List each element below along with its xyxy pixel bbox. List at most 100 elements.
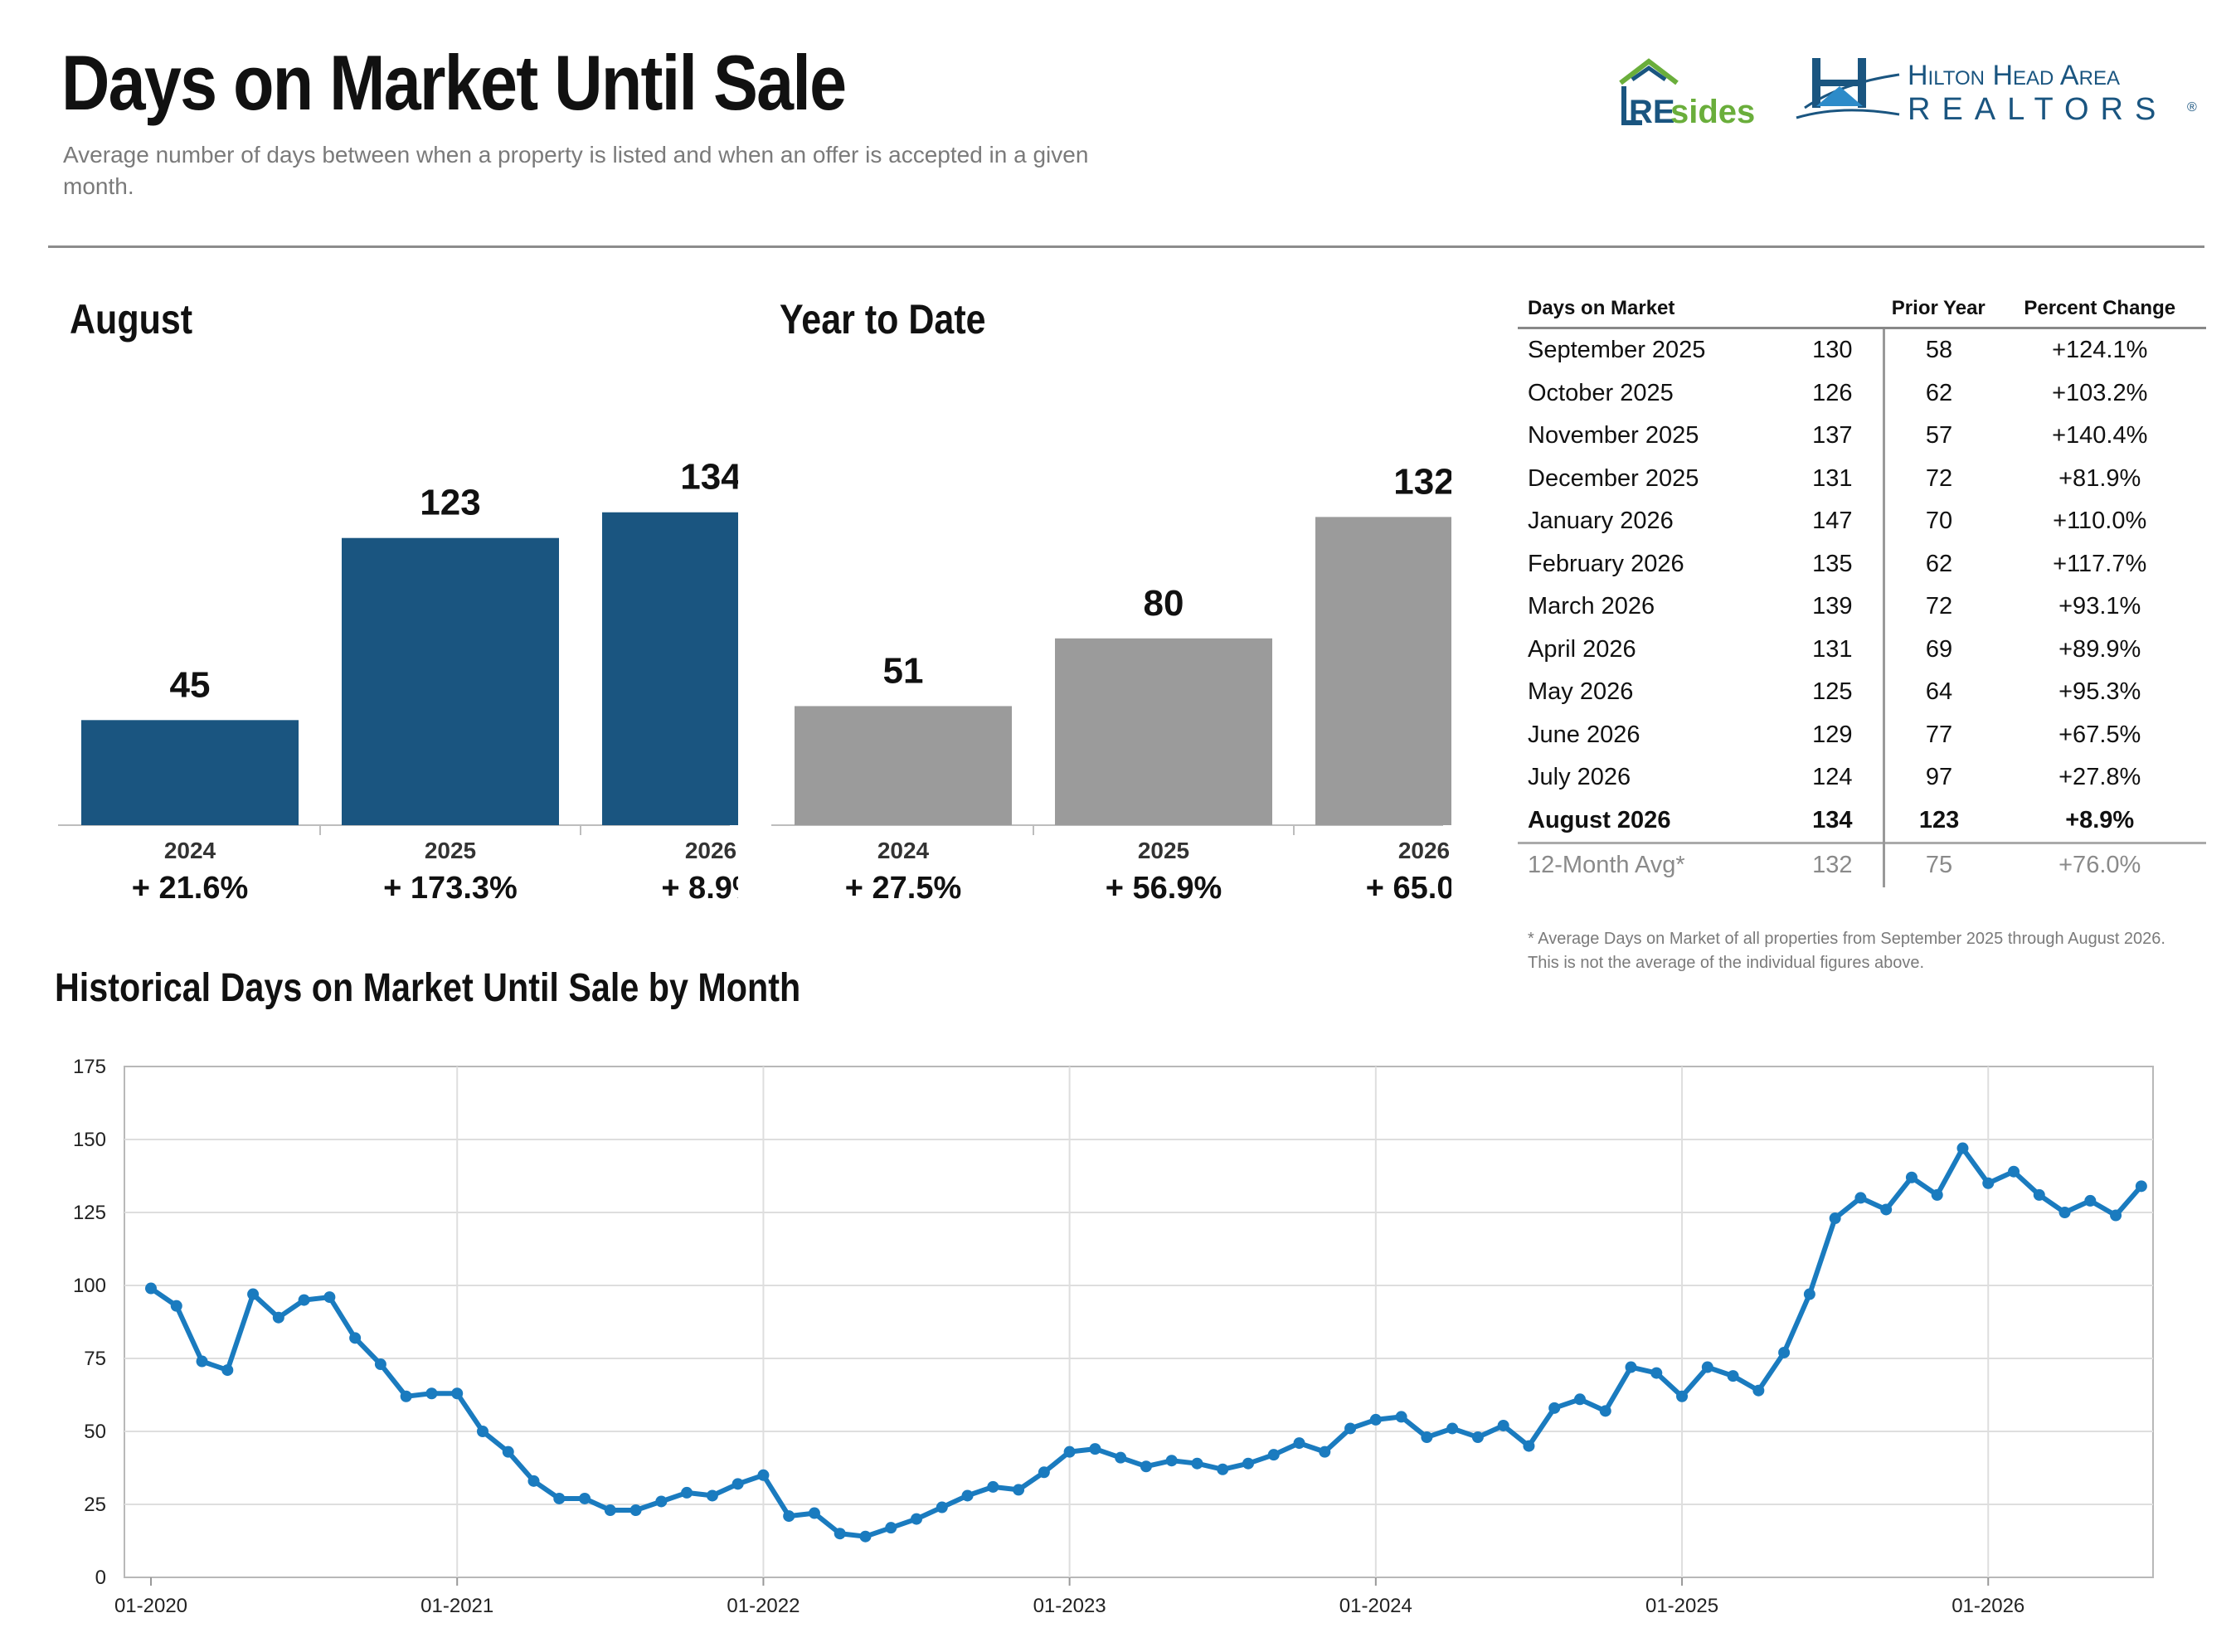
table-cell-change: +81.9%	[2058, 464, 2141, 492]
data-point	[1599, 1405, 1611, 1417]
table-cell-current: 130	[1781, 328, 1885, 372]
table-cell-change: +8.9%	[2065, 806, 2135, 833]
data-point	[425, 1387, 438, 1400]
data-point	[911, 1513, 923, 1525]
data-point	[272, 1311, 284, 1324]
table-cell-current: 125	[1781, 671, 1885, 714]
bar-change-label: + 8.9%	[661, 871, 738, 906]
table-cell-change: +67.5%	[2058, 721, 2141, 748]
data-point	[145, 1282, 157, 1295]
x-tick-label: 01-2023	[1033, 1595, 1106, 1617]
page-subtitle: Average number of days between when a pr…	[63, 142, 1089, 199]
table-cell-current: 135	[1781, 542, 1885, 585]
data-point	[1344, 1422, 1357, 1435]
table-cell-current: 131	[1781, 457, 1885, 500]
table-row: April 2026 131 69 +89.9%	[1518, 628, 2206, 671]
table-cell-current: 139	[1781, 585, 1885, 629]
data-point	[476, 1426, 488, 1437]
data-point	[1369, 1413, 1382, 1426]
data-point	[1267, 1449, 1280, 1461]
data-point	[400, 1390, 412, 1402]
logo-sides: sides	[1670, 94, 1755, 130]
data-point	[221, 1364, 234, 1377]
y-tick-label: 75	[84, 1348, 106, 1370]
table-cell-month: December 2025	[1528, 464, 1699, 492]
table-cell-current: 126	[1781, 372, 1885, 415]
table-cell-prior: 69	[1925, 635, 1953, 663]
table-row-12-month-average: 12-Month Avg* 132 75 +76.0%	[1518, 842, 2206, 887]
data-point	[1650, 1367, 1663, 1379]
table-cell-prior: 62	[1925, 550, 1953, 577]
y-tick-label: 125	[73, 1202, 106, 1224]
data-point	[1471, 1431, 1484, 1444]
table-cell-current: 131	[1781, 628, 1885, 671]
data-point	[885, 1522, 897, 1534]
table-cell-month: 12-Month Avg*	[1518, 842, 1782, 887]
data-point	[374, 1358, 386, 1371]
table-cell-prior: 72	[1925, 464, 1953, 492]
table-cell-month: July 2026	[1528, 764, 1631, 791]
y-tick-label: 25	[84, 1494, 106, 1516]
data-point	[1446, 1422, 1459, 1435]
table-cell-prior: 75	[1883, 842, 1994, 887]
line-chart-plot-area	[124, 1066, 2154, 1578]
realtors-logo: RE sides Hilton Head Area REALTORS ®	[1619, 58, 2197, 130]
table-cell-prior: 72	[1925, 593, 1953, 620]
bar-value-label: 134	[680, 457, 738, 498]
table-cell-month: May 2026	[1528, 678, 1634, 706]
bar-change-label: + 21.6%	[132, 871, 249, 906]
data-point	[1217, 1463, 1229, 1475]
bar-value-label: 123	[420, 483, 480, 523]
august-bar-chart: 45 2024 + 21.6% 123 2025 + 173.3% 134 2026 + 8.9…	[58, 457, 738, 906]
data-point	[936, 1501, 948, 1514]
table-cell-month: January 2026	[1528, 508, 1674, 535]
table-row: December 2025 131 72 +81.9%	[1518, 457, 2206, 500]
bar-change-label: + 173.3%	[383, 871, 518, 906]
table-cell-current: 124	[1781, 756, 1885, 799]
table-header-current	[1781, 289, 1884, 329]
y-tick-label: 150	[73, 1129, 106, 1151]
data-point	[1854, 1192, 1867, 1204]
table-cell-change: +76.0%	[1993, 842, 2206, 887]
data-point	[834, 1528, 846, 1540]
data-point	[527, 1475, 540, 1487]
data-point	[1548, 1402, 1561, 1414]
data-point	[681, 1486, 693, 1499]
data-point	[1089, 1443, 1101, 1455]
table-row: August 2026 134 123 +8.9%	[1518, 799, 2206, 843]
data-point	[1038, 1466, 1050, 1479]
data-point	[629, 1504, 642, 1517]
data-point	[808, 1507, 820, 1519]
data-point	[1140, 1460, 1152, 1473]
data-point	[2033, 1188, 2045, 1201]
data-point	[349, 1332, 362, 1344]
data-point	[2008, 1165, 2020, 1178]
bar-value-label: 80	[1144, 583, 1184, 624]
data-point	[655, 1495, 668, 1508]
data-point	[502, 1446, 514, 1458]
bar-category-label: 2024	[877, 838, 930, 863]
table-cell-change: +95.3%	[2058, 678, 2141, 706]
residents-logo: RE sides	[1619, 58, 1755, 130]
table-header-prior-year: Prior Year	[1883, 289, 1994, 329]
table-cell-month: March 2026	[1528, 593, 1655, 620]
table-cell-month: August 2026	[1528, 806, 1671, 833]
data-point	[1803, 1288, 1815, 1300]
table-cell-prior: 123	[1918, 806, 1960, 833]
data-point	[1191, 1457, 1203, 1470]
table-cell-month: November 2025	[1528, 422, 1699, 449]
logo-re: RE	[1629, 94, 1675, 130]
data-point	[170, 1300, 182, 1312]
data-point	[961, 1489, 974, 1502]
table-row: May 2026 125 64 +95.3%	[1518, 671, 2206, 714]
data-point	[732, 1478, 744, 1490]
data-point	[323, 1291, 336, 1304]
bar-category-label: 2024	[164, 838, 216, 863]
data-point	[1497, 1419, 1509, 1431]
data-point	[1115, 1451, 1127, 1464]
data-point	[298, 1294, 310, 1306]
data-point	[1293, 1437, 1305, 1450]
y-tick-label: 50	[84, 1421, 106, 1443]
bar-category-label: 2026	[1398, 838, 1450, 863]
data-point	[987, 1480, 999, 1493]
